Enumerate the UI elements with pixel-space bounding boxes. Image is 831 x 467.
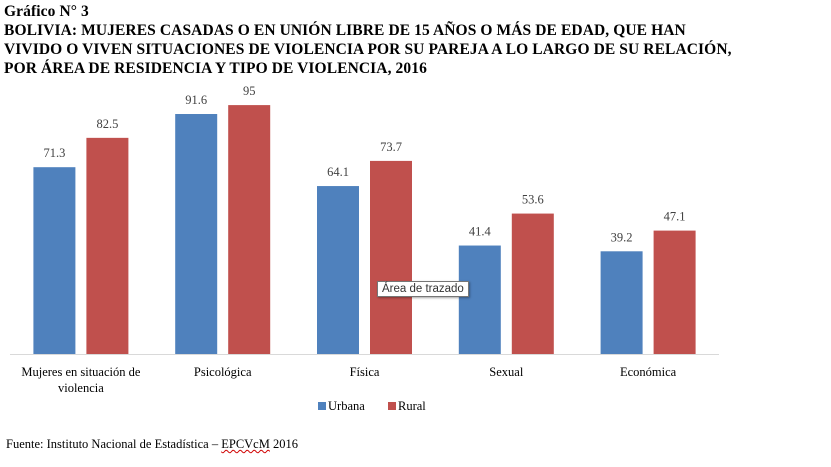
data-label-rural-0: 82.5 <box>96 117 118 131</box>
bar-rural-0[interactable] <box>86 137 129 354</box>
bar-rural-3[interactable] <box>511 213 554 354</box>
source-footer: Fuente: Instituto Nacional de Estadístic… <box>6 437 298 452</box>
value-labels-layer: 71.3 82.5 91.6 95 64.1 73.7 41.4 53.6 39.2 47.1 <box>43 84 685 244</box>
bar-urbana-0[interactable] <box>33 167 76 354</box>
footer-survey-acronym: EPCVcM <box>221 437 270 451</box>
category-label-0: Mujeres en situación de <box>21 365 141 379</box>
legend-swatch-rural <box>388 402 396 410</box>
chart-title-line-2: VIVIDO O VIVEN SITUACIONES DE VIOLENCIA … <box>4 41 732 58</box>
legend-swatch-urbana <box>318 402 326 410</box>
category-label-1: Psicológica <box>194 365 252 379</box>
chart-title-line-1: BOLIVIA: MUJERES CASADAS O EN UNIÓN LIBR… <box>4 22 686 39</box>
data-label-urbana-3: 41.4 <box>469 225 492 239</box>
data-label-rural-2: 73.7 <box>380 140 402 154</box>
category-labels-layer: Mujeres en situación de violencia Psicológ… <box>21 365 676 395</box>
legend: Urbana Rural <box>318 399 426 413</box>
data-label-urbana-0: 71.3 <box>43 146 65 160</box>
bar-urbana-4[interactable] <box>600 251 643 354</box>
data-label-rural-3: 53.6 <box>522 193 544 207</box>
bar-urbana-1[interactable] <box>175 114 218 355</box>
data-label-urbana-2: 64.1 <box>327 165 349 179</box>
data-label-urbana-1: 91.6 <box>185 93 207 107</box>
bar-rural-1[interactable] <box>228 105 271 354</box>
chart-label: Gráfico N° 3 <box>4 3 89 20</box>
chart-header: Gráfico N° 3 BOLIVIA: MUJERES CASADAS O … <box>4 2 826 78</box>
bar-urbana-2[interactable] <box>317 186 359 354</box>
chart-title-line-3: POR ÁREA DE RESIDENCIA Y TIPO DE VIOLENC… <box>4 60 427 77</box>
legend-label-rural: Rural <box>398 399 426 413</box>
data-label-rural-4: 47.1 <box>664 210 686 224</box>
footer-source-text: Fuente: Instituto Nacional de Estadístic… <box>6 437 222 451</box>
legend-label-urbana: Urbana <box>328 399 365 413</box>
plot-area[interactable] <box>10 100 719 355</box>
footer-year: 2016 <box>269 437 298 451</box>
plot-area-tooltip: Área de trazado <box>377 281 469 297</box>
bar-urbana-3[interactable] <box>458 245 501 354</box>
bar-rural-2[interactable] <box>370 160 412 354</box>
category-label-0-line-1: violencia <box>58 381 104 395</box>
bar-rural-4[interactable] <box>653 230 696 354</box>
bars-layer <box>33 105 696 355</box>
data-label-rural-1: 95 <box>243 84 256 98</box>
data-label-urbana-4: 39.2 <box>611 230 633 244</box>
category-label-4: Económica <box>620 365 677 379</box>
category-label-3: Sexual <box>489 365 524 379</box>
category-label-2: Física <box>350 365 380 379</box>
